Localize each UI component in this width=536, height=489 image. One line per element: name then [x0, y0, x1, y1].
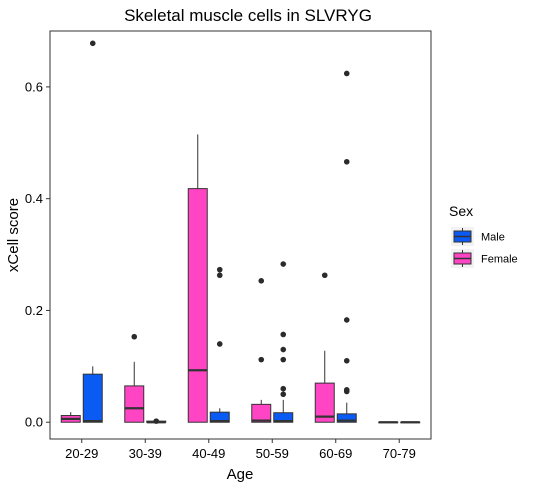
legend-title: Sex — [449, 203, 473, 219]
chart-title: Skeletal muscle cells in SLVRYG — [124, 6, 372, 25]
x-axis-title: Age — [227, 466, 254, 483]
outlier-point — [280, 261, 287, 267]
box — [336, 413, 357, 423]
plot-marks — [60, 40, 421, 424]
outlier-point — [280, 331, 287, 338]
outlier-point — [216, 272, 223, 279]
series-female — [60, 134, 399, 424]
legend-label: Female — [481, 254, 518, 266]
outlier-point — [131, 333, 138, 340]
outlier-point — [280, 356, 287, 363]
outlier-point — [280, 346, 287, 353]
outlier-point — [321, 272, 328, 279]
outlier-point — [343, 387, 350, 393]
x-tick-label: 40-49 — [192, 446, 225, 461]
outlier-point — [343, 317, 350, 323]
y-tick-label: 0.2 — [25, 303, 43, 318]
box — [124, 385, 145, 423]
legend-item-female: Female — [451, 249, 518, 268]
y-tick-label: 0.4 — [25, 191, 43, 206]
box — [251, 403, 272, 423]
box — [187, 188, 208, 423]
y-axis: 0.0 0.2 0.4 0.6 — [25, 79, 50, 430]
box — [209, 411, 230, 423]
series-male — [82, 40, 421, 424]
plot-panel — [49, 30, 432, 440]
outlier-point — [343, 70, 350, 77]
box — [314, 382, 335, 423]
outlier-point — [280, 385, 287, 392]
outlier-point — [89, 40, 96, 47]
x-tick-label: 20-29 — [65, 446, 98, 461]
outlier-point — [216, 341, 223, 347]
x-axis: 20-29 30-39 40-49 50-59 60-69 70-79 — [65, 439, 416, 461]
x-tick-label: 30-39 — [129, 446, 162, 461]
y-tick-label: 0.6 — [25, 79, 43, 94]
outlier-point — [343, 158, 350, 165]
box — [273, 412, 294, 423]
outlier-point — [153, 418, 160, 424]
outlier-point — [258, 356, 265, 363]
x-tick-label: 70-79 — [383, 446, 416, 461]
legend-item-male: Male — [451, 227, 505, 246]
box — [82, 373, 103, 423]
y-tick-label: 0.0 — [25, 415, 43, 430]
outlier-point — [216, 266, 223, 273]
legend: Sex Male Female — [449, 203, 518, 268]
outlier-point — [343, 357, 350, 364]
x-tick-label: 60-69 — [319, 446, 352, 461]
legend-label: Male — [481, 232, 505, 244]
outlier-point — [280, 391, 287, 398]
outlier-point — [258, 278, 265, 284]
x-tick-label: 50-59 — [256, 446, 289, 461]
y-axis-title: xCell score — [5, 198, 22, 272]
